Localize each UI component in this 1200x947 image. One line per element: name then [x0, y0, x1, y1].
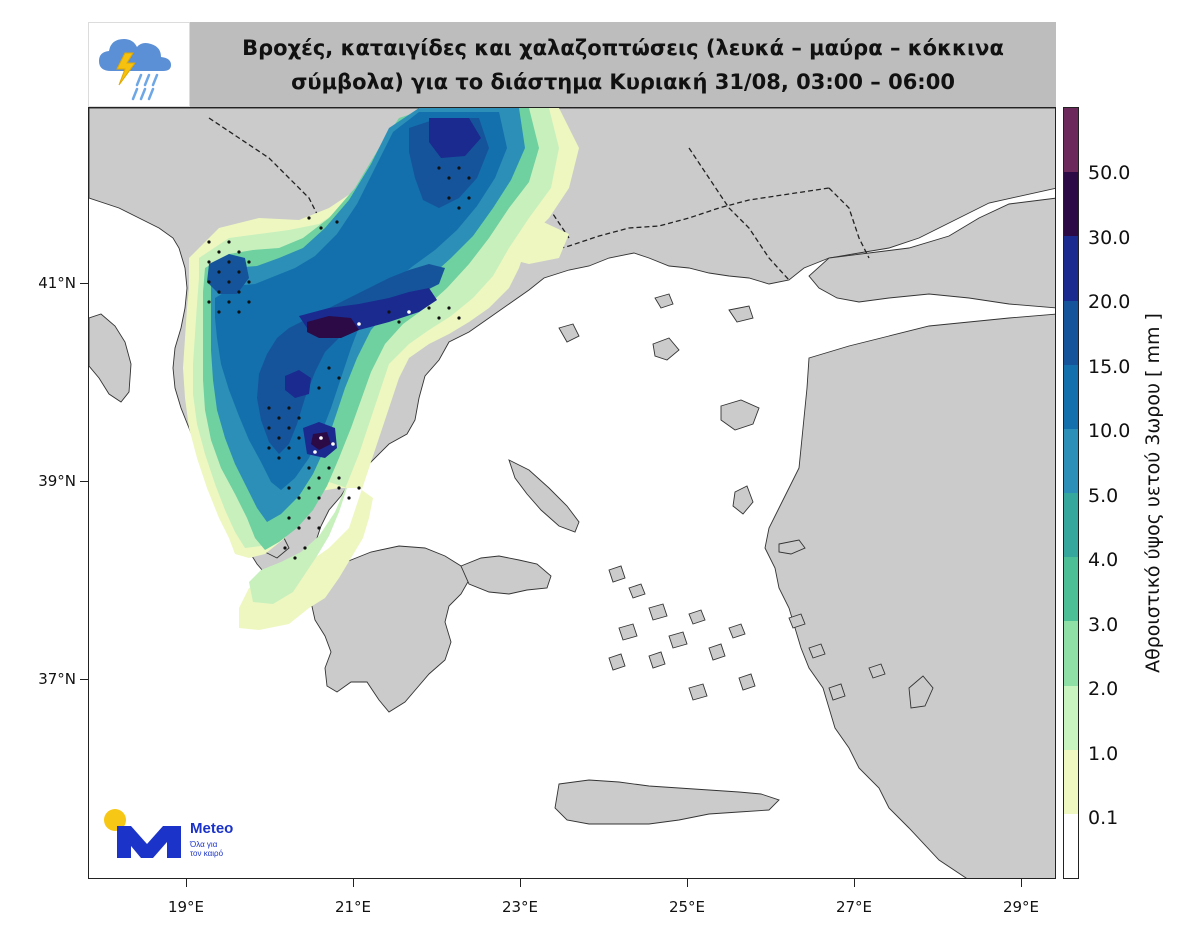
meteo-logo-mark: [104, 809, 181, 858]
land-samos: [778, 539, 806, 555]
colorbar-label-5: 5.0: [1088, 485, 1119, 507]
meteo-tagline-2: τον καιρό: [190, 849, 224, 858]
land-lesvos: [720, 399, 760, 431]
storm-dots: [207, 166, 471, 560]
land-sterea: [460, 555, 552, 595]
colorbar-segment: [1064, 813, 1078, 879]
colorbar-segment: [1064, 236, 1078, 301]
colorbar-segment: [1064, 172, 1078, 237]
colorbar-segment: [1064, 685, 1078, 750]
land-thrace-turkey: [808, 197, 1055, 309]
colorbar-label-50: 50.0: [1088, 162, 1131, 184]
colorbar-segment: [1064, 300, 1078, 365]
colorbar-segment: [1064, 364, 1078, 429]
lon-label-23e: 23°E: [501, 898, 539, 916]
colorbar: [1063, 107, 1079, 879]
lon-label-27e: 27°E: [835, 898, 873, 916]
colorbar-segment: [1064, 108, 1078, 173]
lon-label-25e: 25°E: [668, 898, 706, 916]
meteo-tagline-1: Όλα για: [190, 840, 218, 849]
land-thasos: [558, 323, 580, 343]
colorbar-label-3: 3.0: [1088, 614, 1119, 636]
lon-label-19e: 19°E: [167, 898, 205, 916]
precipitation-field: [183, 108, 579, 630]
lon-tick-23e: [520, 879, 521, 887]
land-chios: [732, 485, 754, 515]
lon-label-29e: 29°E: [1002, 898, 1040, 916]
meteo-logo-text: Meteo: [190, 820, 234, 837]
land-gokceada: [728, 305, 754, 323]
colorbar-segment: [1064, 493, 1078, 558]
land-limnos: [652, 337, 680, 361]
lat-tick-39n: [80, 481, 88, 482]
colorbar-label-20: 20.0: [1088, 291, 1131, 313]
lon-label-21e: 21°E: [334, 898, 372, 916]
precipitation-map: [88, 107, 1056, 879]
weather-icon-box: [88, 22, 190, 107]
map-canvas: [89, 108, 1055, 878]
map-title: Βροχές, καταιγίδες και χαλαζοπτώσεις (λε…: [242, 31, 1004, 99]
colorbar-label-15: 15.0: [1088, 356, 1131, 378]
lon-tick-21e: [353, 879, 354, 887]
storm-dots-white: [313, 310, 411, 454]
colorbar-label-10: 10.0: [1088, 420, 1131, 442]
lat-label-37n: 37°N: [38, 670, 76, 688]
lat-tick-41n: [80, 283, 88, 284]
map-title-line-2: σύμβολα) για το διάστημα Κυριακή 31/08, …: [291, 69, 955, 94]
lat-tick-37n: [80, 679, 88, 680]
lat-label-41n: 41°N: [38, 274, 76, 292]
colorbar-label-2: 2.0: [1088, 678, 1119, 700]
colorbar-segment: [1064, 749, 1078, 814]
lon-tick-19e: [186, 879, 187, 887]
land-italy-heel: [89, 313, 132, 403]
lon-tick-27e: [854, 879, 855, 887]
colorbar-segment: [1064, 621, 1078, 686]
map-title-line-1: Βροχές, καταιγίδες και χαλαζοπτώσεις (λε…: [242, 35, 1004, 60]
colorbar-label-4: 4.0: [1088, 549, 1119, 571]
lat-label-39n: 39°N: [38, 472, 76, 490]
colorbar-label-1: 1.0: [1088, 743, 1119, 765]
colorbar-label-30: 30.0: [1088, 227, 1131, 249]
colorbar-segment: [1064, 557, 1078, 622]
land-turkey: [764, 313, 1055, 878]
land-samothraki: [654, 293, 674, 309]
land-rhodes: [908, 675, 934, 709]
rain-15-20mm: [257, 264, 445, 454]
lon-tick-29e: [1021, 879, 1022, 887]
colorbar-segment: [1064, 428, 1078, 494]
colorbar-title: Αθροιστικό ύψος υετού 3ωρου [ mm ]: [1142, 313, 1164, 673]
colorbar-label-0.1: 0.1: [1088, 807, 1119, 829]
land-crete: [554, 779, 780, 825]
thunderstorm-rain-icon: [99, 39, 171, 101]
map-title-box: Βροχές, καταιγίδες και χαλαζοπτώσεις (λε…: [190, 22, 1056, 107]
rain-50mm: [307, 316, 359, 338]
lon-tick-25e: [687, 879, 688, 887]
land-evia: [508, 459, 580, 533]
land-peloponnese: [310, 545, 470, 713]
meteo-logo-tagline: Όλα για τον καιρό: [190, 840, 223, 858]
